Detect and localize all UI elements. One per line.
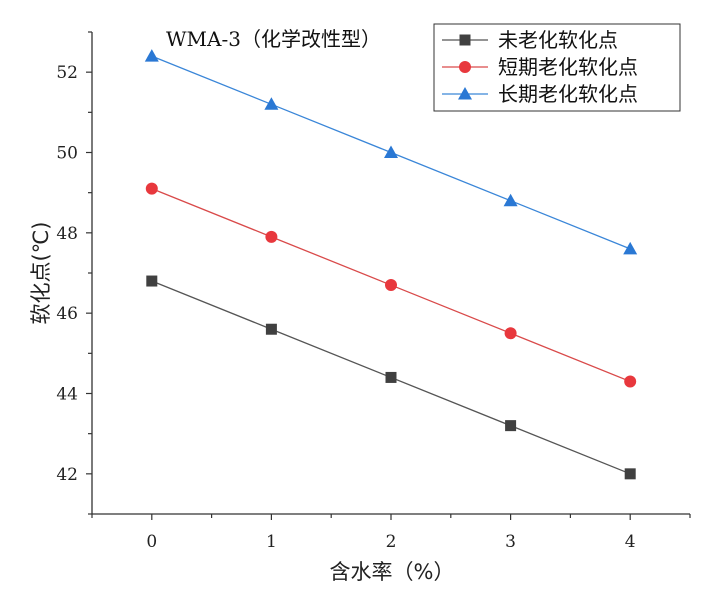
y-tick-label: 44 xyxy=(56,385,78,405)
legend-marker-circle xyxy=(459,61,471,73)
y-tick-label: 46 xyxy=(56,304,78,324)
data-point-square xyxy=(265,323,277,335)
data-point-triangle xyxy=(623,241,638,255)
data-point-circle xyxy=(265,230,278,243)
data-point-square xyxy=(385,371,397,383)
y-tick-label: 50 xyxy=(56,144,78,164)
data-point-circle xyxy=(385,279,397,292)
axes: 42 44 46 48 50 52 0 1 2 3 4 xyxy=(56,31,691,552)
x-axis-title: 含水率（%） xyxy=(330,560,455,584)
series-layer xyxy=(144,49,638,480)
data-point-square xyxy=(624,468,636,480)
legend-marker-triangle xyxy=(458,87,472,100)
chart-title: WMA-3（化学改性型） xyxy=(166,27,381,51)
y-tick-label: 48 xyxy=(56,224,78,244)
x-tick-label: 4 xyxy=(625,532,636,552)
series-circle xyxy=(145,182,637,388)
legend-label: 长期老化软化点 xyxy=(498,82,638,106)
legend-marker-square xyxy=(459,34,471,46)
x-tick-label: 0 xyxy=(146,532,157,552)
legend-label: 短期老化软化点 xyxy=(498,55,638,79)
x-tick-label: 2 xyxy=(386,532,397,552)
data-point-square xyxy=(505,420,517,432)
y-axis-title: 软化点(℃) xyxy=(29,222,53,325)
data-point-circle xyxy=(504,327,517,340)
data-point-square xyxy=(146,275,158,287)
data-point-circle xyxy=(624,375,637,388)
y-tick-label: 52 xyxy=(56,63,78,83)
series-square xyxy=(146,275,636,480)
x-tick-label: 1 xyxy=(266,532,277,552)
data-point-triangle xyxy=(384,145,398,158)
legend-label: 未老化软化点 xyxy=(498,28,618,52)
data-point-triangle xyxy=(264,97,279,110)
x-tick-label: 3 xyxy=(505,532,516,552)
data-point-triangle xyxy=(144,49,159,62)
data-point-circle xyxy=(145,182,158,195)
data-point-triangle xyxy=(503,193,518,207)
y-tick-label: 42 xyxy=(56,465,78,485)
series-triangle xyxy=(144,49,638,255)
